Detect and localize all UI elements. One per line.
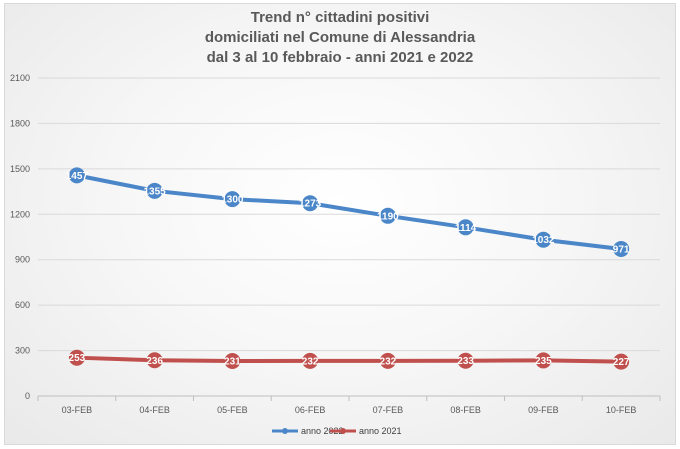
- y-tick-label: 2100: [10, 73, 30, 83]
- chart-title-line-2: domiciliati nel Comune di Alessandria: [205, 29, 476, 46]
- data-point: [302, 352, 319, 369]
- legend-label: anno 2022: [301, 426, 344, 436]
- series-line: [74, 173, 624, 251]
- x-tick-label: 08-FEB: [450, 405, 481, 415]
- data-label: 253: [69, 353, 86, 364]
- data-label: 235: [535, 356, 552, 367]
- data-label: 232: [302, 356, 319, 367]
- y-tick-label: 600: [15, 300, 30, 310]
- data-label: 1273: [299, 199, 322, 210]
- legend: anno 2022 anno 2021: [272, 426, 402, 436]
- x-tick-label: 04-FEB: [139, 405, 170, 415]
- data-label: 1114: [455, 223, 477, 234]
- series-anno-2021: 253 236 231 232 232 233 235 227: [68, 349, 630, 370]
- x-tick-label: 06-FEB: [295, 405, 326, 415]
- y-tick-label: 900: [15, 255, 30, 265]
- data-label: 971: [613, 244, 630, 255]
- data-label: 1457: [66, 171, 89, 182]
- data-point: [535, 231, 552, 248]
- chart-title: Trend n° cittadini positivi domiciliati …: [205, 9, 476, 66]
- x-axis: 03-FEB 04-FEB 05-FEB 06-FEB 07-FEB 08-FEB 09-F…: [37, 396, 661, 415]
- x-tick-label: 05-FEB: [217, 405, 248, 415]
- y-tick-label: 1500: [10, 164, 30, 174]
- legend-marker: [340, 428, 346, 434]
- data-point: [146, 182, 163, 199]
- data-point: [146, 352, 163, 369]
- data-label: 232: [380, 356, 397, 367]
- data-label: 1032: [532, 235, 555, 246]
- series-line: [74, 355, 624, 364]
- y-tick-label: 1800: [10, 118, 30, 128]
- data-point: [613, 240, 630, 257]
- data-point: [379, 207, 396, 224]
- gridlines: [38, 77, 660, 397]
- x-tick-label: 07-FEB: [373, 405, 404, 415]
- x-tick-label: 10-FEB: [606, 405, 637, 415]
- data-label: 231: [224, 357, 241, 368]
- data-label: 1190: [377, 211, 399, 222]
- data-point: [68, 167, 85, 184]
- data-point: [535, 352, 552, 369]
- y-tick-label: 0: [25, 391, 30, 401]
- data-label: 227: [613, 357, 630, 368]
- series-group: 1457 1355 1300 1273 1190 1114 1032 971 253 236 231…: [66, 167, 630, 370]
- data-point: [613, 353, 630, 370]
- x-tick-label: 03-FEB: [62, 405, 93, 415]
- data-point: [457, 352, 474, 369]
- legend-marker: [282, 428, 288, 434]
- data-label: 1300: [221, 195, 244, 206]
- legend-label: anno 2021: [359, 426, 402, 436]
- chart-title-line-1: Trend n° cittadini positivi: [251, 9, 430, 26]
- y-tick-label: 300: [15, 346, 30, 356]
- data-point: [302, 195, 319, 212]
- chart-title-line-3: dal 3 al 10 febbraio - anni 2021 e 2022: [207, 49, 474, 66]
- data-label: 233: [457, 356, 474, 367]
- data-point: [224, 353, 241, 370]
- y-tick-label: 1200: [10, 209, 30, 219]
- data-point: [379, 352, 396, 369]
- chart-area: [4, 3, 676, 445]
- data-point: [68, 349, 85, 366]
- data-point: [224, 191, 241, 208]
- series-anno-2022: 1457 1355 1300 1273 1190 1114 1032 971: [66, 167, 630, 257]
- x-tick-label: 09-FEB: [528, 405, 559, 415]
- y-axis: 0 300 600 900 1200 1500 1800 2100: [10, 73, 30, 401]
- data-label: 1355: [144, 186, 167, 197]
- data-label: 236: [146, 356, 163, 367]
- data-point: [457, 219, 474, 236]
